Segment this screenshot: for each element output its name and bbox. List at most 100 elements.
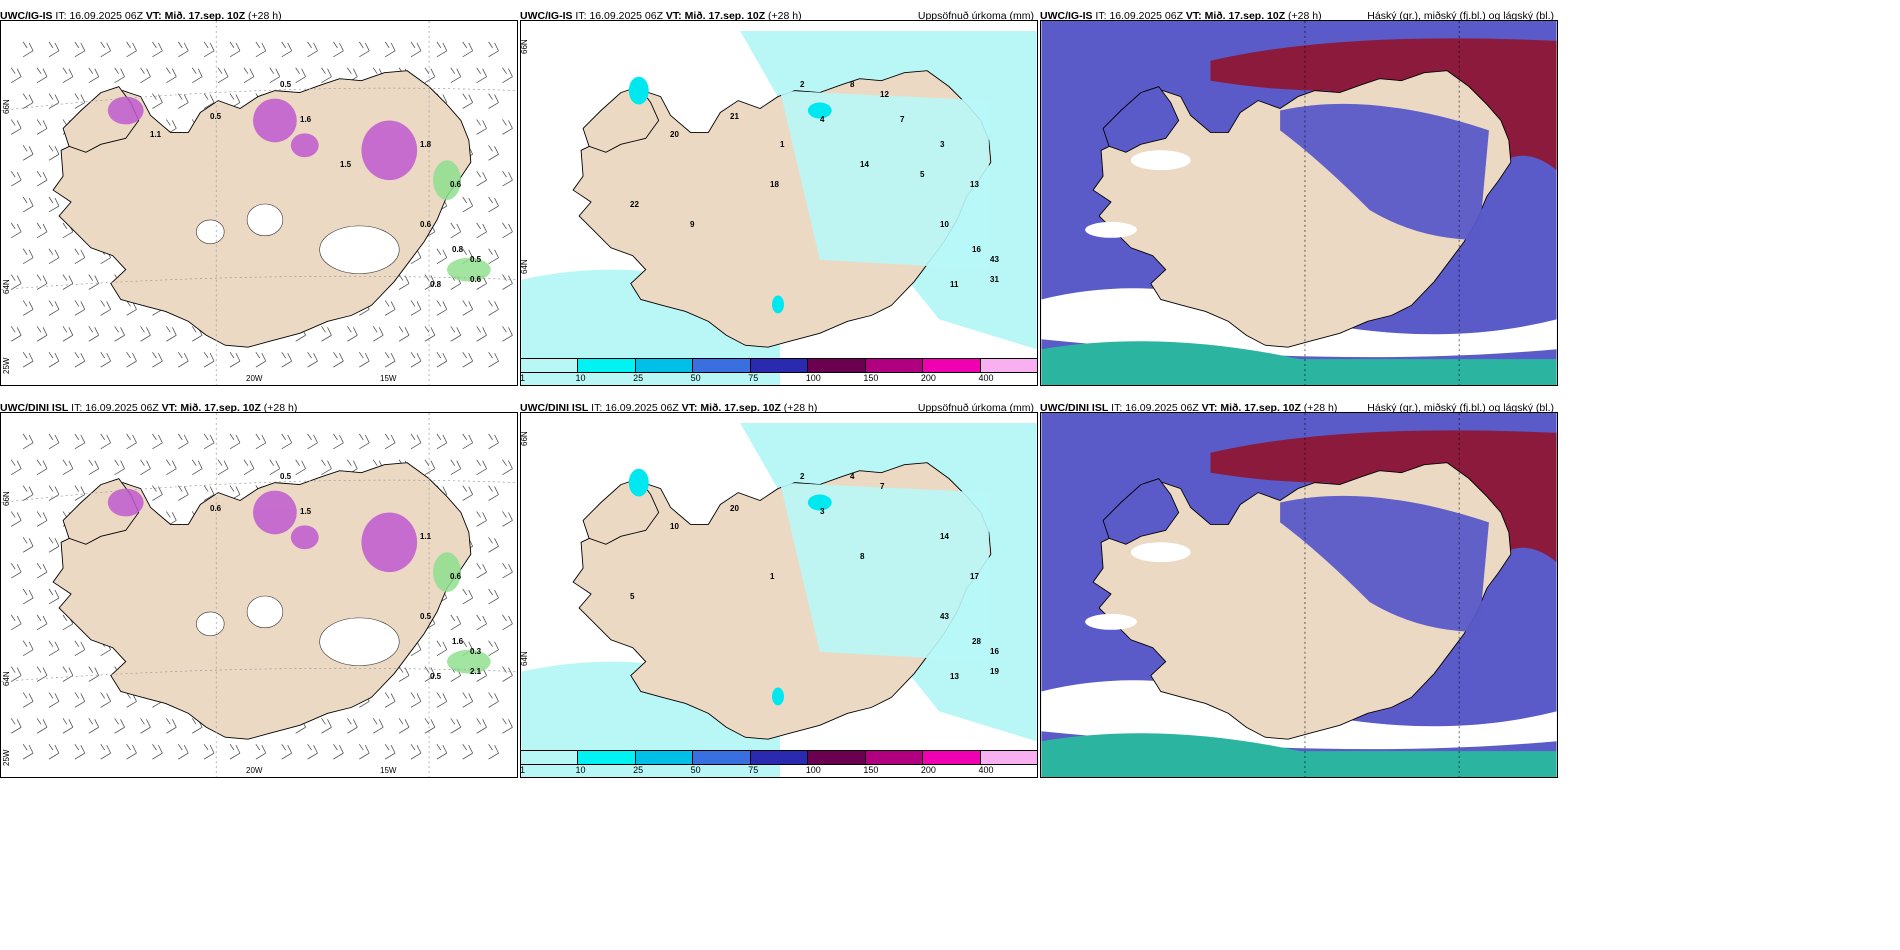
map-frame [520, 412, 1038, 778]
colorbar-cell [635, 359, 694, 372]
field-title: Háský (gr.), miðský (fj.bl.) og lágský (… [1367, 402, 1554, 414]
lead-time: (+28 h) [1303, 402, 1338, 414]
colorbar-tick-label: 150 [863, 373, 879, 383]
colorbar-tick-label: 150 [863, 765, 879, 775]
colorbar-cell [578, 751, 636, 764]
map-value-label: 14 [860, 160, 869, 169]
colorbar-tick-label: 25 [633, 373, 644, 383]
map-value-label: 0.5 [420, 612, 432, 621]
init-time-value: 16.09.2025 06Z [1109, 10, 1183, 22]
map-value-label: 0.6 [450, 572, 462, 581]
map-value-label: 3 [820, 507, 825, 516]
map-value-label: 20 [730, 504, 739, 513]
colorbar-cell [521, 751, 579, 764]
map-value-label: 8 [850, 80, 855, 89]
map-value-label: 31 [990, 275, 999, 284]
field-title: Uppsöfnuð úrkoma (mm) [917, 402, 1034, 414]
lead-time: (+28 h) [263, 402, 298, 414]
map-value-label: 9 [690, 220, 695, 229]
map-value-label: 3 [940, 140, 945, 149]
map-value-label: 43 [990, 255, 999, 264]
map-value-label: 0.5 [470, 255, 482, 264]
latitude-label: 25W [2, 357, 11, 374]
colorbar-cell [808, 359, 866, 372]
valid-time-value: Mið. 17.sep. 10Z [1204, 10, 1286, 22]
colorbar-tick-label: 400 [978, 373, 994, 383]
map-value-label: 1 [770, 572, 775, 581]
valid-time-label: VT: [1201, 402, 1218, 414]
map-value-label: 0.8 [452, 245, 464, 254]
init-time-value: 16.09.2025 06Z [589, 10, 663, 22]
lead-time: (+28 h) [783, 402, 818, 414]
model-name: UWC/DINI ISL [0, 402, 69, 414]
map-value-label: 4 [850, 472, 855, 481]
map-value-label: 19 [990, 667, 999, 676]
map-value-label: 1.1 [150, 130, 162, 139]
map-value-label: 16 [972, 245, 981, 254]
init-time-value: 16.09.2025 06Z [85, 402, 159, 414]
map-value-label: 14 [940, 532, 949, 541]
lead-time: (+28 h) [1288, 10, 1322, 22]
map-value-label: 5 [920, 170, 925, 179]
colorbar-tick-label: 25 [633, 765, 644, 775]
colorbar-tick-label: 50 [690, 765, 701, 775]
colorbar-tick-label: 1 [520, 373, 526, 383]
map-value-label: 13 [970, 180, 979, 189]
field-title: Uppsöfnuð úrkoma (mm) [917, 10, 1034, 22]
map-value-label: 1.5 [340, 160, 352, 169]
colorbar-cell [521, 359, 579, 372]
map-value-label: 21 [730, 112, 739, 121]
field-title: Háský (gr.), miðský (fj.bl.) og lágský (… [1367, 10, 1554, 22]
map-value-label: 0.6 [210, 504, 222, 513]
latitude-label: 66N [520, 431, 529, 446]
map-value-label: 2 [800, 472, 805, 481]
map-value-label: 11 [950, 280, 959, 289]
map-value-label: 18 [770, 180, 779, 189]
map-value-label: 7 [880, 482, 885, 491]
wind-precip-type-map [1, 21, 517, 385]
valid-time-label: VT: [161, 402, 178, 414]
accumulated-precip-panel: UWC/IG-IS IT: 16.09.2025 06Z VT: Mið. 17… [520, 4, 1038, 386]
colorbar-tick-label: 200 [920, 373, 936, 383]
map-value-label: 0.5 [430, 672, 442, 681]
colorbar-tick-label: 400 [978, 765, 994, 775]
panel-title: UWC/IG-IS IT: 16.09.2025 06Z VT: Mið. 17… [0, 10, 518, 26]
accumulated-precip-map [521, 413, 1037, 777]
panel-title: UWC/DINI ISL IT: 16.09.2025 06Z VT: Mið.… [520, 402, 1038, 418]
valid-time-value: Mið. 17.sep. 10Z [164, 10, 246, 22]
longitude-label: 15W [380, 374, 397, 383]
latitude-label: 64N [2, 279, 11, 294]
init-time-label: IT: [55, 10, 67, 22]
map-value-label: 16 [990, 647, 999, 656]
colorbar-cell [750, 359, 809, 372]
map-value-label: 0.6 [470, 275, 482, 284]
colorbar-cell [980, 359, 1037, 372]
init-time-value: 16.09.2025 06Z [69, 10, 143, 22]
map-value-label: 1.6 [452, 637, 464, 646]
latitude-label: 66N [2, 99, 11, 114]
valid-time-value: Mið. 17.sep. 10Z [1220, 402, 1301, 414]
valid-time-value: Mið. 17.sep. 10Z [684, 10, 766, 22]
accumulated-precip-panel: UWC/DINI ISL IT: 16.09.2025 06Z VT: Mið.… [520, 396, 1038, 778]
map-value-label: 0.3 [470, 647, 482, 656]
model-name: UWC/IG-IS [520, 10, 573, 22]
colorbar-cell [923, 751, 981, 764]
init-time-value: 16.09.2025 06Z [1125, 402, 1199, 414]
colorbar-tick-label: 50 [690, 373, 701, 383]
map-value-label: 2.1 [470, 667, 482, 676]
colorbar-tick-label: 1 [520, 765, 526, 775]
map-value-label: 1.1 [420, 532, 432, 541]
map-value-label: 10 [940, 220, 949, 229]
precip-colorbar [520, 750, 1038, 765]
map-value-label: 22 [630, 200, 639, 209]
colorbar-tick-label: 100 [805, 765, 821, 775]
colorbar-cell [980, 751, 1037, 764]
latitude-label: 64N [520, 651, 529, 666]
map-value-label: 13 [950, 672, 959, 681]
colorbar-cell [808, 751, 866, 764]
init-time-label: IT: [575, 10, 587, 22]
longitude-label: 20W [246, 374, 263, 383]
model-name: UWC/IG-IS [1040, 10, 1093, 22]
map-value-label: 10 [670, 522, 679, 531]
valid-time-value: Mið. 17.sep. 10Z [700, 402, 781, 414]
